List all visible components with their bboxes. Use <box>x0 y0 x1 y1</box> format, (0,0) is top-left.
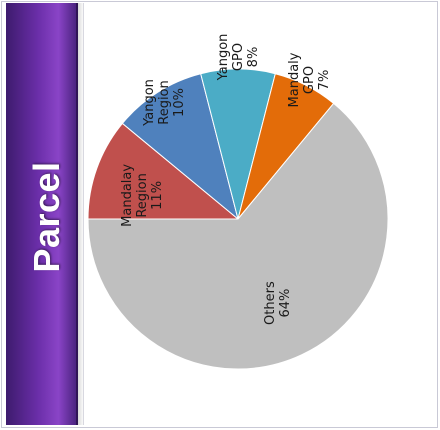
pie-label-line: Mandaly <box>287 52 302 107</box>
pie-slice-others <box>87 102 389 370</box>
pie-label-line: Region <box>135 173 150 218</box>
pie-label-line: 7% <box>317 70 332 91</box>
pie-label-line: Mandalay <box>120 164 135 227</box>
pie-label-line: Region <box>157 80 172 125</box>
pie-labels: MandalayRegion11%YangonRegion10%YangonGP… <box>120 34 332 325</box>
pie-label-line: GPO <box>231 43 246 71</box>
panel-shadow <box>78 3 84 425</box>
pie-label-line: Yangon <box>142 79 157 127</box>
pie-label-line: 11% <box>150 181 165 210</box>
pie-label-others: Others64% <box>263 281 293 325</box>
pie-slice-yangon-region <box>121 73 239 221</box>
pie-label-mandaly-gpo: MandalyGPO7% <box>287 52 332 107</box>
side-band: Parcel <box>6 3 78 425</box>
pie-label-line: Others <box>263 281 278 325</box>
pie-label-line: GPO <box>302 66 317 94</box>
pie-label-line: 8% <box>246 47 261 68</box>
pie-label-line: Yangon <box>216 34 231 82</box>
pie-label-yangon-gpo: YangonGPO8% <box>216 34 261 82</box>
pie-label-yangon-region: YangonRegion10% <box>142 79 187 127</box>
pie-slices <box>87 68 389 370</box>
pie-label-line: 64% <box>278 289 293 318</box>
pie-label-line: 10% <box>172 88 187 117</box>
pie-slice-mandalay-region <box>87 122 240 220</box>
pie-label-mandalay-region: MandalayRegion11% <box>120 164 165 227</box>
